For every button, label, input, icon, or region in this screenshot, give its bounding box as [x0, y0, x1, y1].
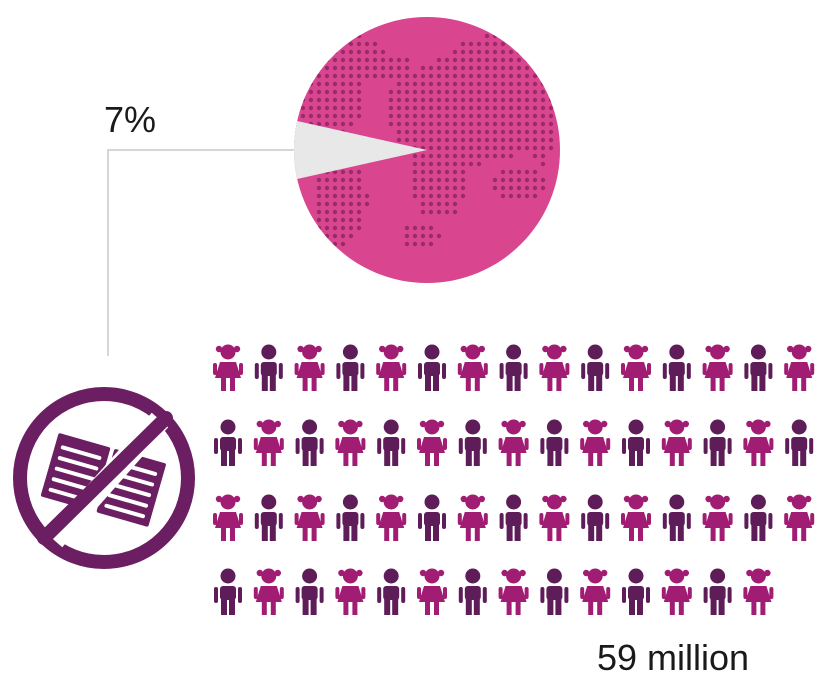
girl-icon: [213, 344, 243, 391]
boy-icon: [336, 344, 365, 391]
girl-icon: [702, 344, 733, 391]
boy-icon: [336, 494, 365, 541]
girl-icon: [335, 568, 366, 615]
girl-icon: [621, 344, 651, 391]
boy-icon: [744, 494, 773, 541]
boy-icon: [581, 344, 610, 391]
connector-line: [107, 149, 294, 356]
no-books-icon: [13, 387, 195, 569]
total-label: 59 million: [597, 637, 750, 678]
girl-icon: [498, 568, 529, 615]
boy-icon: [540, 419, 569, 466]
boy-icon: [662, 494, 691, 541]
share-label: 7%: [104, 99, 157, 140]
boy-icon: [458, 419, 487, 466]
boy-icon: [295, 419, 324, 466]
boy-icon: [744, 344, 773, 391]
girl-icon: [539, 344, 570, 391]
world-map-dots: [300, 33, 554, 247]
girl-icon: [743, 419, 774, 466]
girl-icon: [417, 568, 447, 615]
boy-icon: [581, 494, 610, 541]
girl-icon: [539, 494, 570, 541]
boy-icon: [622, 419, 650, 466]
boy-icon: [377, 419, 406, 466]
girl-icon: [457, 344, 488, 391]
girl-icon: [294, 344, 325, 391]
boy-icon: [295, 568, 324, 615]
boy-icon: [418, 494, 446, 541]
boy-icon: [622, 568, 650, 615]
boy-icon: [377, 568, 406, 615]
girl-icon: [702, 494, 733, 541]
boy-icon: [703, 568, 732, 615]
girl-icon: [498, 419, 529, 466]
boy-icon: [785, 419, 814, 466]
boy-icon: [499, 494, 528, 541]
girl-icon: [253, 419, 284, 466]
globe-chart: [293, 17, 560, 283]
girl-icon: [417, 419, 447, 466]
boy-icon: [254, 344, 283, 391]
girl-icon: [580, 568, 611, 615]
boy-icon: [214, 568, 242, 615]
girl-icon: [294, 494, 325, 541]
boy-icon: [418, 344, 446, 391]
girl-icon: [784, 344, 815, 391]
boy-icon: [499, 344, 528, 391]
children-pictogram: [213, 344, 815, 615]
girl-icon: [253, 568, 284, 615]
boy-icon: [214, 419, 242, 466]
girl-icon: [743, 568, 774, 615]
boy-icon: [254, 494, 283, 541]
girl-icon: [335, 419, 366, 466]
girl-icon: [621, 494, 651, 541]
boy-icon: [458, 568, 487, 615]
boy-icon: [662, 344, 691, 391]
boy-icon: [540, 568, 569, 615]
boy-icon: [703, 419, 732, 466]
girl-icon: [213, 494, 243, 541]
girl-icon: [376, 494, 407, 541]
girl-icon: [784, 494, 815, 541]
girl-icon: [376, 344, 407, 391]
share-slice: [293, 121, 427, 179]
girl-icon: [457, 494, 488, 541]
girl-icon: [661, 568, 692, 615]
girl-icon: [661, 419, 692, 466]
girl-icon: [580, 419, 611, 466]
